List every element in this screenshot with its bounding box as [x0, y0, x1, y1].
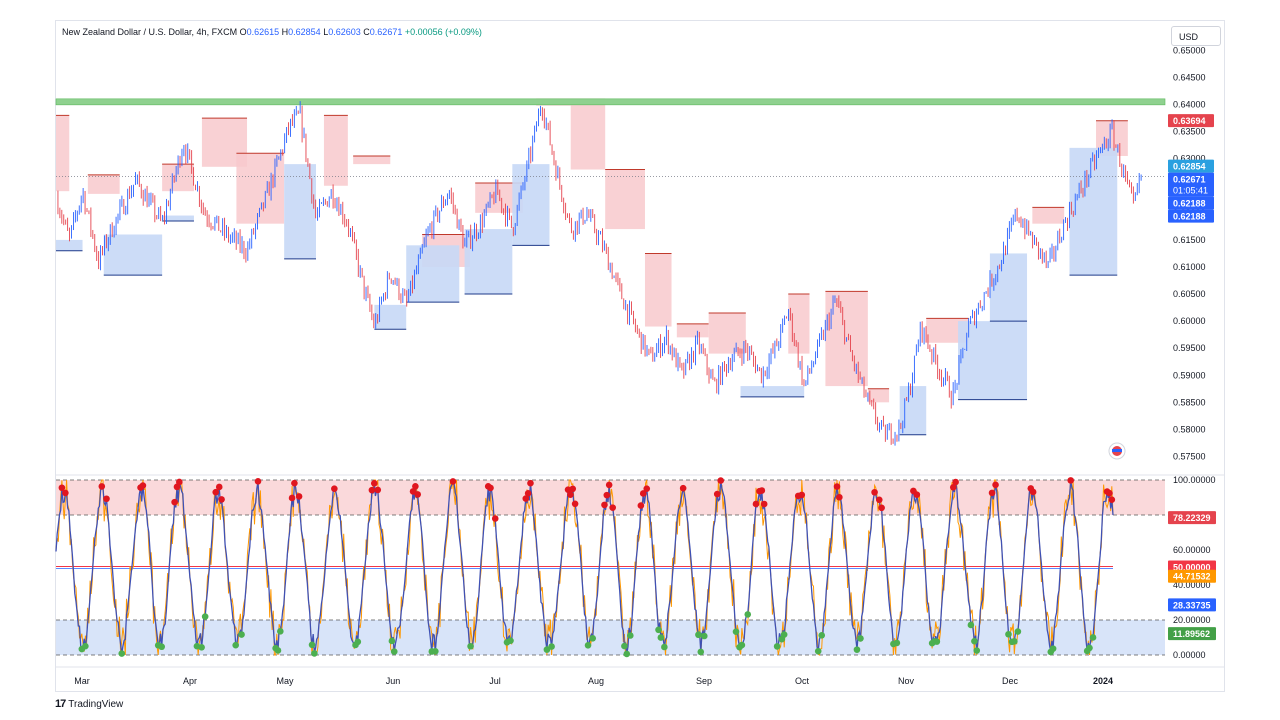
high-label: H — [281, 27, 289, 37]
open-label: O — [239, 27, 247, 37]
tradingview-text: TradingView — [68, 698, 124, 710]
tradingview-logo[interactable]: 17 TradingView — [55, 698, 123, 710]
open-value: 0.62615 — [246, 27, 280, 37]
close-value: 0.62671 — [369, 27, 403, 37]
low-value: 0.62603 — [328, 27, 361, 37]
symbol-title: New Zealand Dollar / U.S. Dollar, 4h, FX… — [62, 27, 238, 37]
symbol-legend: New Zealand Dollar / U.S. Dollar, 4h, FX… — [62, 27, 482, 37]
chart-frame — [55, 20, 1225, 692]
change-value: +0.00056 (+0.09%) — [404, 27, 482, 37]
high-value: 0.62854 — [288, 27, 321, 37]
close-label: C — [363, 27, 370, 37]
low-label: L — [323, 27, 329, 37]
tradingview-mark-icon: 17 — [55, 698, 66, 710]
currency-button[interactable]: USD — [1171, 26, 1221, 46]
